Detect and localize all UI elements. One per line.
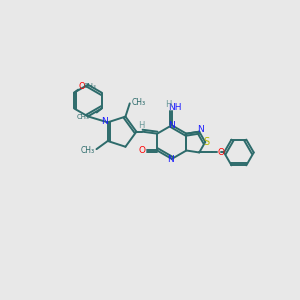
Text: O: O [218, 148, 225, 157]
Text: CH₃: CH₃ [132, 98, 146, 107]
Text: N: N [167, 155, 174, 164]
Text: N: N [197, 125, 204, 134]
Text: CH₃: CH₃ [84, 83, 96, 89]
Text: O: O [139, 146, 146, 155]
Text: S: S [203, 137, 209, 147]
Text: NH: NH [168, 103, 182, 112]
Text: N: N [168, 121, 175, 130]
Text: CH₃: CH₃ [80, 146, 94, 154]
Text: H: H [165, 100, 171, 109]
Text: O: O [79, 82, 86, 91]
Text: N: N [101, 117, 108, 126]
Text: CH₃: CH₃ [77, 114, 90, 120]
Text: H: H [138, 121, 145, 130]
